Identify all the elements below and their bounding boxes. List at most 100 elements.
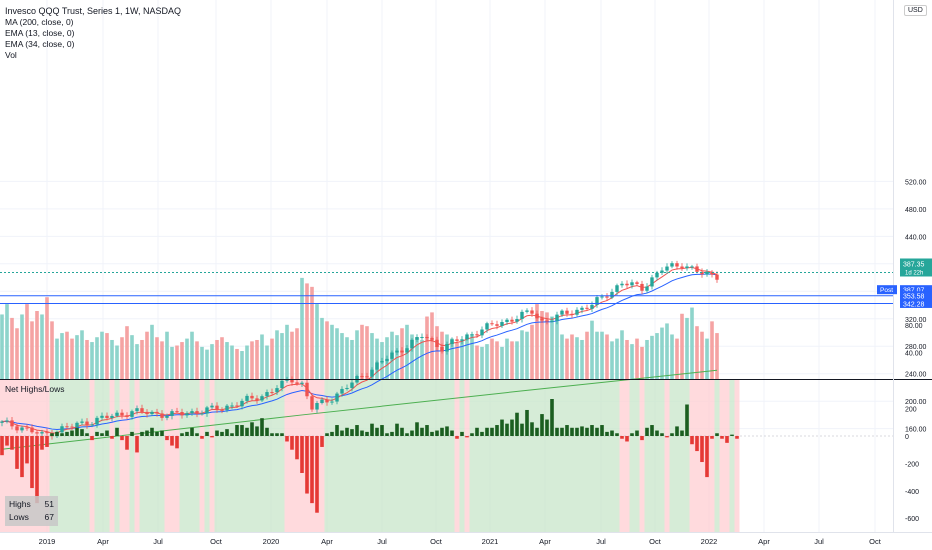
volume-bar <box>10 317 14 380</box>
volume-bar <box>215 339 219 380</box>
candle-body <box>645 286 649 291</box>
candle <box>450 337 454 347</box>
net-bar <box>50 433 54 436</box>
band <box>264 380 270 532</box>
volume-bar <box>620 330 624 380</box>
candle <box>535 310 539 322</box>
net-bar <box>100 433 104 436</box>
band <box>439 380 445 532</box>
band <box>694 380 700 532</box>
volume-bar <box>480 346 484 380</box>
candle-body <box>200 413 204 415</box>
candle <box>105 412 109 421</box>
candle <box>630 279 634 289</box>
volume-bar <box>690 307 694 380</box>
net-bar <box>210 436 214 438</box>
candle <box>145 409 149 418</box>
currency-button[interactable]: USD <box>904 5 927 16</box>
candle-body <box>165 415 169 418</box>
volume-tick-label: 80.00 <box>905 323 923 330</box>
post-price-label-text: 387.07 <box>903 288 925 295</box>
candle-body <box>505 319 509 323</box>
net-bar <box>330 431 334 436</box>
candle-body <box>535 313 539 319</box>
candle <box>715 271 719 283</box>
band <box>379 380 385 532</box>
net-bar <box>370 423 374 436</box>
candle-body <box>430 338 434 340</box>
time-tick-label: Apr <box>321 537 333 546</box>
net-bar <box>645 427 649 436</box>
band <box>434 380 440 532</box>
net-bar <box>325 433 329 436</box>
band <box>599 380 605 532</box>
net-bar <box>675 426 679 436</box>
volume-bar <box>135 344 139 380</box>
net-bar <box>685 404 689 436</box>
candle <box>370 367 374 379</box>
net-bar <box>475 427 479 436</box>
candle-body <box>60 426 64 433</box>
net-bar <box>500 419 504 436</box>
net-bar <box>180 433 184 436</box>
volume-bar <box>550 316 554 380</box>
hline-label-2-text: 342.28 <box>903 301 925 308</box>
band <box>644 380 650 532</box>
candle-body <box>685 266 689 269</box>
net-bar <box>190 427 194 436</box>
band <box>289 380 295 532</box>
band <box>249 380 255 532</box>
volume-bar <box>370 333 374 380</box>
band <box>259 380 265 532</box>
net-bar <box>255 426 259 436</box>
band <box>154 380 160 532</box>
volume-bar <box>540 311 544 380</box>
candle <box>440 343 444 354</box>
candle <box>30 424 34 434</box>
net-bar <box>660 433 664 436</box>
candle-body <box>545 320 549 322</box>
time-tick-label: Jul <box>814 537 824 546</box>
candle-body <box>5 420 9 422</box>
candle <box>225 403 229 413</box>
candle <box>230 402 234 410</box>
volume-bar <box>210 344 214 380</box>
net-bar <box>715 433 719 436</box>
candle <box>190 408 194 416</box>
volume-bar <box>520 330 524 380</box>
lows-label: Lows <box>9 512 29 522</box>
volume-bar <box>245 345 249 380</box>
net-bar <box>455 436 459 439</box>
candle-body <box>185 413 189 416</box>
volume-bar <box>595 331 599 380</box>
band <box>79 380 85 532</box>
band <box>274 380 280 532</box>
band <box>469 380 475 532</box>
band <box>549 380 555 532</box>
net-bar <box>580 426 584 436</box>
candle-body <box>65 426 69 428</box>
candle <box>35 430 39 437</box>
candle-body <box>75 422 79 428</box>
candle-body <box>705 271 709 275</box>
candle <box>305 379 309 400</box>
net-bar <box>270 433 274 436</box>
candle-body <box>260 396 264 401</box>
candle <box>635 280 639 286</box>
candle-body <box>280 380 284 389</box>
net-bar <box>160 430 164 436</box>
candle <box>125 412 129 420</box>
net-bar <box>165 436 169 441</box>
band <box>419 380 425 532</box>
candle-body <box>215 405 219 410</box>
net-tick-label: -600 <box>905 516 919 523</box>
candle <box>465 332 469 341</box>
candle-body <box>110 415 114 419</box>
net-bar <box>540 414 544 436</box>
candle <box>475 330 479 338</box>
candle <box>140 404 144 414</box>
candle-body <box>105 415 109 419</box>
band <box>459 380 465 532</box>
candle-body <box>310 396 314 410</box>
